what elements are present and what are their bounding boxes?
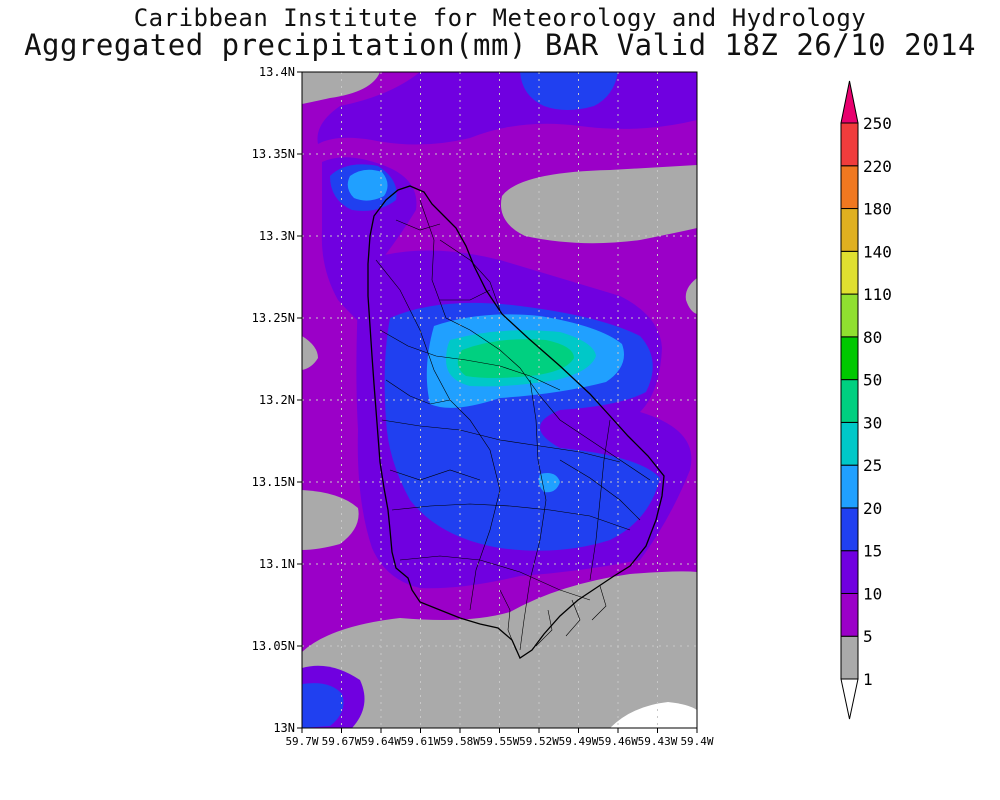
- chart-subtitle: Aggregated precipitation(mm) BAR Valid 1…: [24, 28, 976, 62]
- precip-region-1-5-bottom: [302, 571, 697, 728]
- legend-swatch: [840, 635, 859, 680]
- legend-level-label: 250: [863, 114, 892, 133]
- barbados-outline: [367, 185, 665, 659]
- lon-tick-label: 59.4W: [680, 735, 713, 748]
- legend-level-label: 220: [863, 157, 892, 176]
- precip-region-1-5-left-lower: [302, 490, 359, 550]
- lat-tick-label: 13.05N: [252, 639, 295, 653]
- legend-swatch: [840, 336, 859, 381]
- legend-swatch: [840, 293, 859, 338]
- legend-lower-arrow: [840, 678, 859, 720]
- legend-swatch: [840, 507, 859, 552]
- precip-region-1-5-left-edge: [302, 336, 318, 370]
- precip-region-1-5-right-edge: [685, 278, 697, 314]
- map-gridlines: [302, 72, 697, 728]
- legend-level-label: 50: [863, 371, 882, 390]
- precip-region-1-5-upper-right: [500, 165, 697, 244]
- precip-region-below-1: [610, 702, 697, 728]
- lon-tick-label: 59.55W: [480, 735, 520, 748]
- lat-tick-label: 13.35N: [252, 147, 295, 161]
- legend-swatch: [840, 122, 859, 167]
- lon-tick-label: 59.46W: [598, 735, 638, 748]
- lat-tick-label: 13.3N: [259, 229, 295, 243]
- lat-tick-label: 13.15N: [252, 475, 295, 489]
- legend-level-label: 5: [863, 627, 873, 646]
- longitude-axis: 59.7W 59.67W 59.64W 59.61W 59.58W 59.55W 59.52…: [285, 728, 714, 748]
- legend-level-label: 30: [863, 413, 882, 432]
- legend-level-label: 25: [863, 456, 882, 475]
- precip-region-15-20-southwest: [302, 683, 344, 728]
- legend-level-label: 110: [863, 285, 892, 304]
- precip-region-20-25-south: [538, 473, 560, 493]
- legend-swatch: [840, 592, 859, 637]
- legend-level-label: 80: [863, 328, 882, 347]
- legend-swatch: [840, 464, 859, 509]
- precip-region-20-25-northwest: [347, 169, 388, 201]
- legend-level-label: 10: [863, 584, 882, 603]
- lon-tick-label: 59.58W: [440, 735, 480, 748]
- legend-swatch: [840, 165, 859, 210]
- latitude-axis: 13.4N 13.35N 13.3N 13.25N 13.2N 13.15N 13.1N 13…: [252, 65, 302, 735]
- legend-level-label: 140: [863, 242, 892, 261]
- island-coastline: [367, 185, 665, 659]
- precip-region-15-20-north: [520, 72, 618, 110]
- legend-level-label: 1: [863, 670, 873, 689]
- legend-level-label: 15: [863, 542, 882, 561]
- legend-level-label: 20: [863, 499, 882, 518]
- lon-tick-label: 59.7W: [285, 735, 318, 748]
- legend-swatch: [840, 550, 859, 594]
- lon-tick-label: 59.67W: [322, 735, 362, 748]
- lon-tick-label: 59.43W: [638, 735, 678, 748]
- lon-tick-label: 59.52W: [519, 735, 559, 748]
- precip-region-30-50: [457, 339, 574, 378]
- lat-tick-label: 13N: [273, 721, 295, 735]
- legend-swatch: [840, 250, 859, 295]
- legend-swatch: [840, 208, 859, 252]
- legend-swatch: [840, 421, 859, 466]
- lon-tick-label: 59.64W: [361, 735, 401, 748]
- legend-swatch: [840, 379, 859, 423]
- legend-level-label: 180: [863, 200, 892, 219]
- lon-tick-label: 59.49W: [559, 735, 599, 748]
- legend-upper-arrow: [840, 80, 859, 124]
- lon-tick-label: 59.61W: [401, 735, 441, 748]
- lat-tick-label: 13.4N: [259, 65, 295, 79]
- island-roads: [375, 199, 651, 651]
- lat-tick-label: 13.25N: [252, 311, 295, 325]
- lat-tick-label: 13.2N: [259, 393, 295, 407]
- lat-tick-label: 13.1N: [259, 557, 295, 571]
- chart-title: Caribbean Institute for Meteorology and …: [133, 4, 867, 32]
